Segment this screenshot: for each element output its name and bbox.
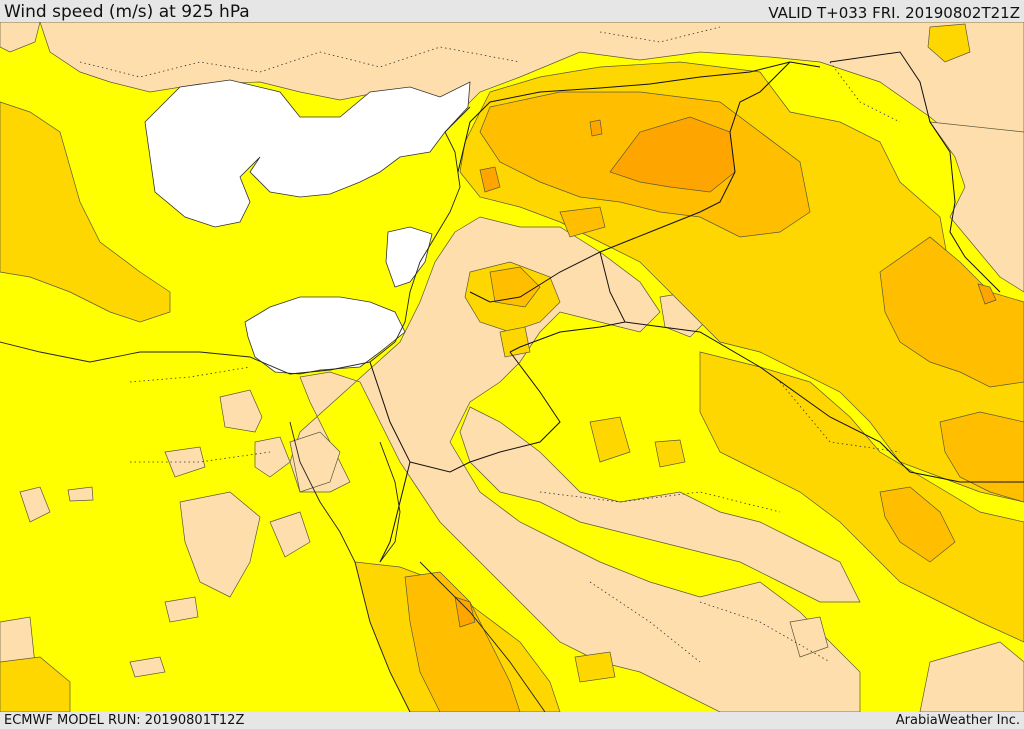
internal-borders — [79, 26, 901, 663]
sea-masked — [144, 79, 471, 375]
wind-map[interactable] — [0, 22, 1024, 712]
header-bar: Wind speed (m/s) at 925 hPa VALID T+033 … — [0, 0, 1024, 22]
wind-band-strong — [454, 116, 997, 628]
map-title: Wind speed (m/s) at 925 hPa — [4, 2, 250, 22]
national-borders — [369, 51, 1024, 563]
model-run: ECMWF MODEL RUN: 20190801T12Z — [4, 713, 245, 728]
footer-bar: ECMWF MODEL RUN: 20190801T12Z ArabiaWeat… — [0, 712, 1024, 729]
valid-time: VALID T+033 FRI. 20190802T21Z — [768, 4, 1020, 22]
coastlines — [0, 106, 546, 712]
credit-text: ArabiaWeather Inc. — [895, 713, 1020, 728]
wind-map-canvas — [0, 22, 1024, 712]
wind-band-calm — [0, 22, 1024, 712]
